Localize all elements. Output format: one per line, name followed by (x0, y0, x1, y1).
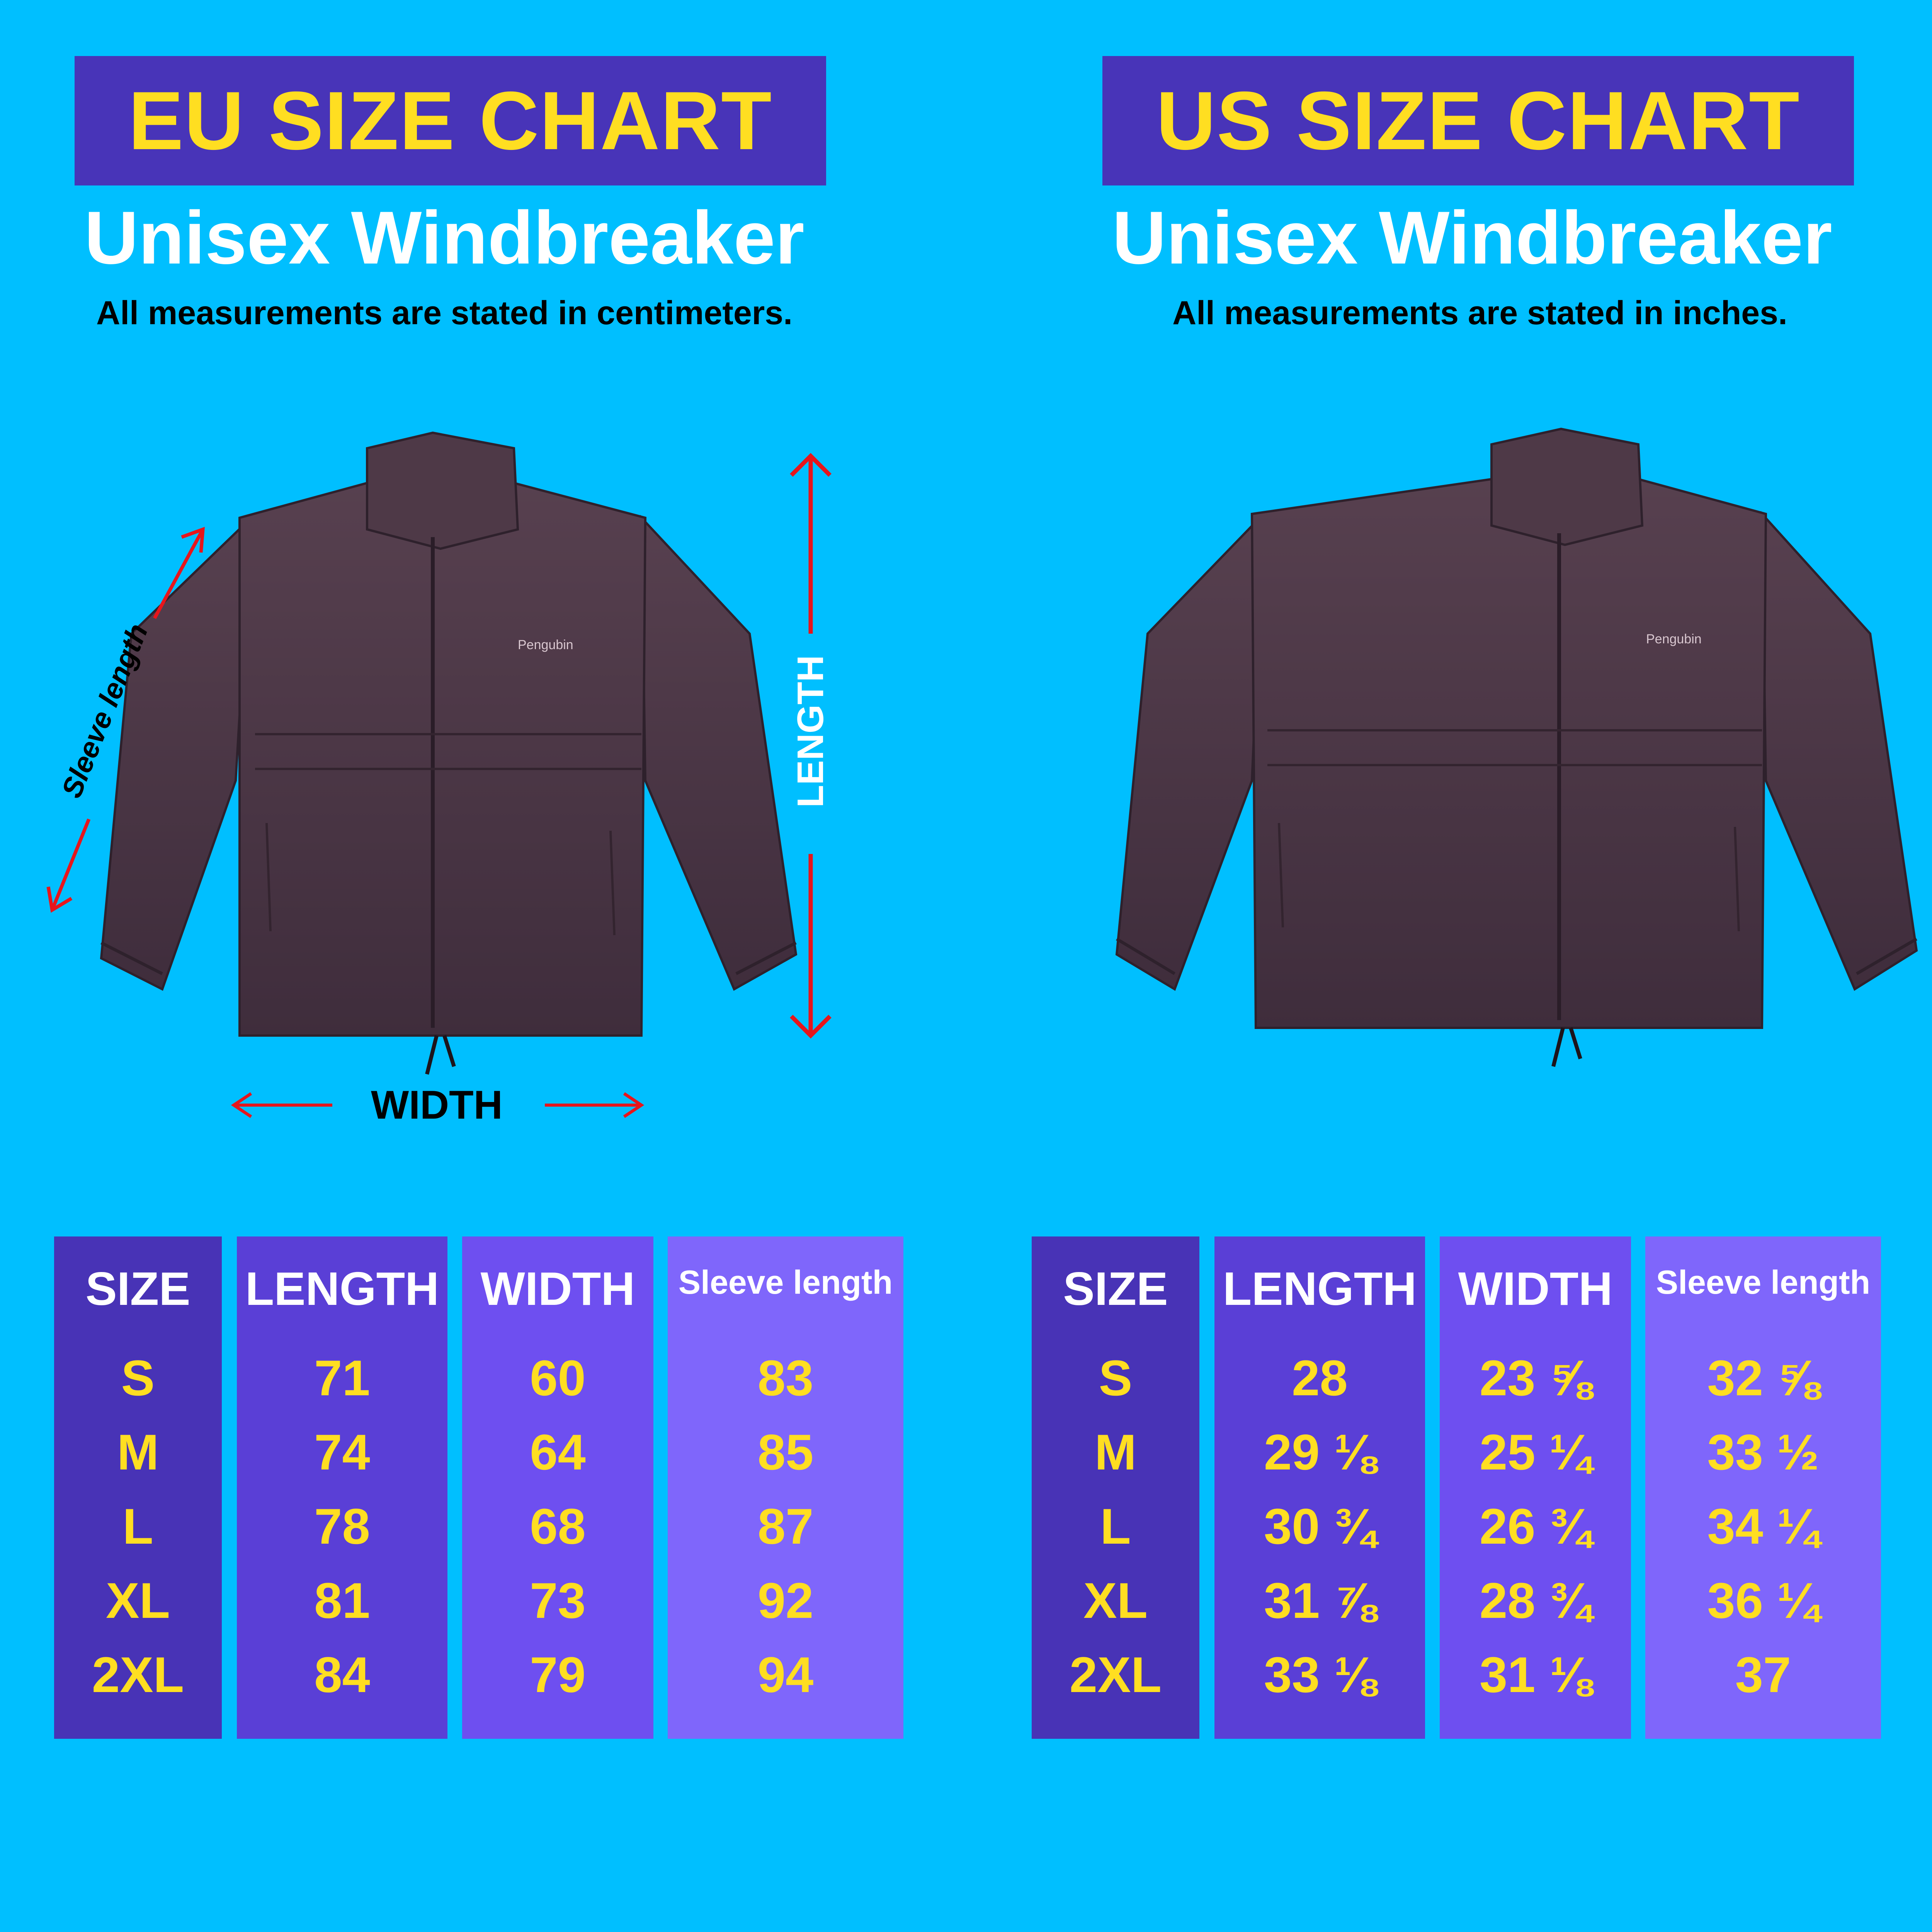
eu-jacket-image: Pengubin (100, 431, 798, 1075)
eu-length-header: LENGTH (245, 1262, 439, 1315)
us-sleeve-cell: 37 (1735, 1646, 1791, 1703)
us-size-column: SIZE S M L XL 2XL (1032, 1236, 1199, 1739)
eu-size-cell: M (117, 1424, 159, 1480)
us-size-cell: S (1099, 1350, 1133, 1406)
us-width-header: WIDTH (1458, 1262, 1613, 1315)
us-size-chart-panel: US SIZE CHART Unisex Windbreaker All mea… (966, 0, 1932, 1932)
eu-width-cell: 64 (530, 1424, 586, 1480)
eu-length-column: LENGTH 71 74 78 81 84 (237, 1236, 447, 1739)
us-product-name: Unisex Windbreaker (1112, 196, 1832, 280)
us-sleeve-header: Sleeve length (1656, 1264, 1871, 1301)
us-length-cell: 33 ⅛ (1264, 1646, 1376, 1703)
us-width-cell: 23 ⅝ (1479, 1350, 1592, 1406)
width-arrow (231, 1092, 645, 1118)
eu-width-column: WIDTH 60 64 68 73 79 (462, 1236, 653, 1739)
us-width-cell: 25 ¼ (1479, 1424, 1592, 1480)
eu-length-cell: 84 (314, 1646, 370, 1703)
eu-length-cell: 78 (314, 1498, 370, 1554)
eu-size-cell: L (122, 1498, 153, 1554)
us-sleeve-column: Sleeve length 32 ⅝ 33 ½ 34 ¼ 36 ¼ 37 (1645, 1236, 1881, 1739)
us-length-cell: 28 (1292, 1350, 1348, 1406)
eu-width-cell: 73 (530, 1572, 586, 1629)
us-width-cell: 26 ¾ (1479, 1498, 1592, 1554)
eu-sleeve-column: Sleeve length 83 85 87 92 94 (668, 1236, 903, 1739)
eu-sleeve-cell: 85 (757, 1424, 814, 1480)
eu-width-cell: 79 (530, 1646, 586, 1703)
eu-width-header: WIDTH (480, 1262, 635, 1315)
us-length-cell: 30 ¾ (1264, 1498, 1376, 1554)
length-arrow (790, 453, 832, 1039)
us-size-cell: L (1100, 1498, 1131, 1554)
us-length-cell: 31 ⅞ (1264, 1572, 1376, 1629)
sleeve-length-arrow (46, 527, 205, 913)
eu-sleeve-cell: 83 (757, 1350, 814, 1406)
us-chart-title: US SIZE CHART (1102, 56, 1854, 185)
eu-size-column: SIZE S M L XL 2XL (54, 1236, 222, 1739)
us-width-cell: 28 ¾ (1479, 1572, 1592, 1629)
eu-product-name: Unisex Windbreaker (84, 196, 804, 280)
length-label: LENGTH (790, 655, 831, 808)
eu-jacket-diagram: Pengubin Sleeve length LENGTH WIDTH (46, 431, 832, 1128)
eu-measurement-note: All measurements are stated in centimete… (96, 294, 793, 332)
us-measurement-note: All measurements are stated in inches. (1172, 294, 1787, 332)
eu-size-cell: S (121, 1350, 155, 1406)
eu-sleeve-cell: 94 (757, 1646, 814, 1703)
us-length-cell: 29 ⅛ (1264, 1424, 1376, 1480)
us-size-cell: XL (1083, 1572, 1148, 1629)
us-jacket-diagram: Pengubin (1115, 427, 1918, 1067)
us-length-column: LENGTH 28 29 ⅛ 30 ¾ 31 ⅞ 33 ⅛ (1214, 1236, 1425, 1739)
eu-length-cell: 74 (314, 1424, 370, 1480)
us-length-header: LENGTH (1223, 1262, 1417, 1315)
eu-length-cell: 81 (314, 1572, 370, 1629)
us-size-cell: 2XL (1069, 1646, 1162, 1703)
us-sleeve-cell: 34 ¼ (1707, 1498, 1819, 1554)
us-sleeve-cell: 36 ¼ (1707, 1572, 1819, 1629)
eu-size-cell: XL (105, 1572, 170, 1629)
eu-width-cell: 60 (530, 1350, 586, 1406)
us-jacket-image: Pengubin (1115, 427, 1918, 1067)
us-width-cell: 31 ⅛ (1479, 1646, 1592, 1703)
eu-sleeve-header: Sleeve length (678, 1264, 893, 1301)
eu-chart-title: EU SIZE CHART (75, 56, 826, 185)
eu-jacket-logo: Pengubin (518, 638, 573, 652)
eu-size-chart-panel: EU SIZE CHART Unisex Windbreaker All mea… (46, 56, 903, 1739)
width-label: WIDTH (371, 1083, 503, 1128)
eu-sleeve-cell: 87 (757, 1498, 814, 1554)
eu-width-cell: 68 (530, 1498, 586, 1554)
eu-size-header: SIZE (85, 1262, 190, 1315)
us-size-header: SIZE (1063, 1262, 1168, 1315)
eu-size-cell: 2XL (92, 1646, 184, 1703)
eu-length-cell: 71 (314, 1350, 370, 1406)
us-size-cell: M (1094, 1424, 1137, 1480)
us-jacket-logo: Pengubin (1646, 632, 1702, 646)
us-width-column: WIDTH 23 ⅝ 25 ¼ 26 ¾ 28 ¾ 31 ⅛ (1440, 1236, 1631, 1739)
eu-sleeve-cell: 92 (757, 1572, 814, 1629)
us-sleeve-cell: 33 ½ (1707, 1424, 1819, 1480)
us-sleeve-cell: 32 ⅝ (1707, 1350, 1819, 1406)
